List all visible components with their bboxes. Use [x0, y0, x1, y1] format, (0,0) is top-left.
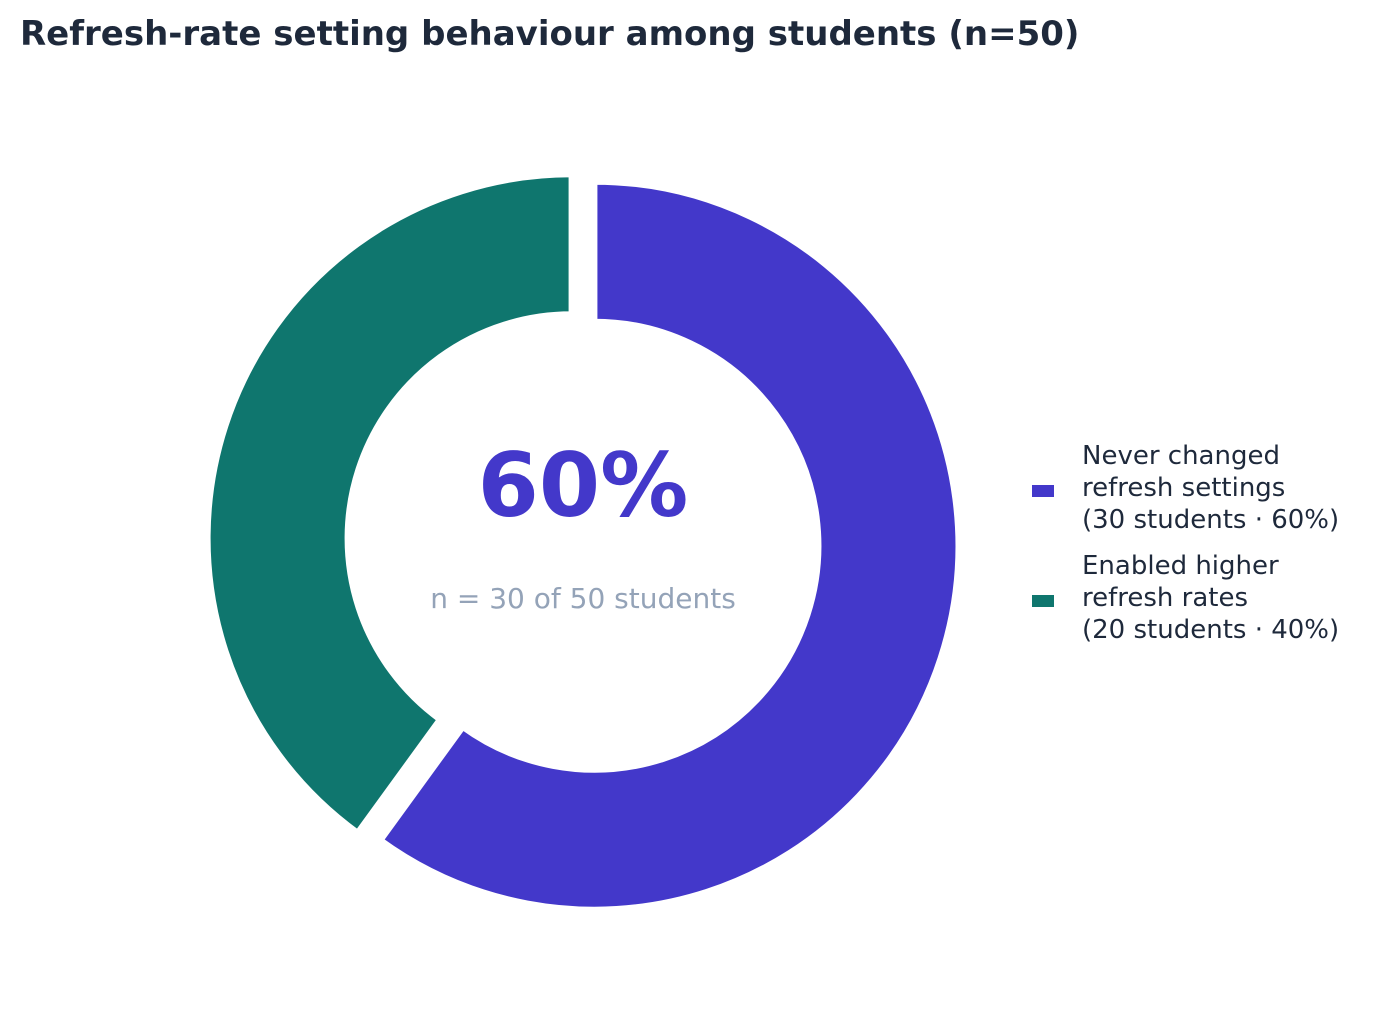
- legend-swatch: [1032, 485, 1054, 497]
- donut-slices: [204, 171, 962, 913]
- legend-label-line: Never changed: [1082, 441, 1280, 471]
- legend-label-line: refresh settings: [1082, 473, 1286, 503]
- center-value-label: 60%: [478, 434, 689, 537]
- legend-label-line: (30 students · 60%): [1082, 505, 1340, 535]
- donut-slice-2: [204, 171, 575, 837]
- chart-legend: Never changed refresh settings (30 student…: [1032, 440, 1339, 660]
- legend-swatch: [1032, 595, 1054, 607]
- legend-label-line: (20 students · 40%): [1082, 615, 1340, 645]
- chart-title: Refresh-rate setting behaviour among stu…: [20, 14, 1080, 54]
- legend-label-line: Enabled higher: [1082, 551, 1279, 581]
- legend-item-2: Enabled higher refresh rates (20 students …: [1032, 550, 1339, 646]
- legend-item-1: Never changed refresh settings (30 student…: [1032, 440, 1339, 536]
- center-caption-label: n = 30 of 50 students: [430, 582, 736, 615]
- legend-label-line: refresh rates: [1082, 583, 1249, 613]
- donut-slice-1: [376, 178, 962, 913]
